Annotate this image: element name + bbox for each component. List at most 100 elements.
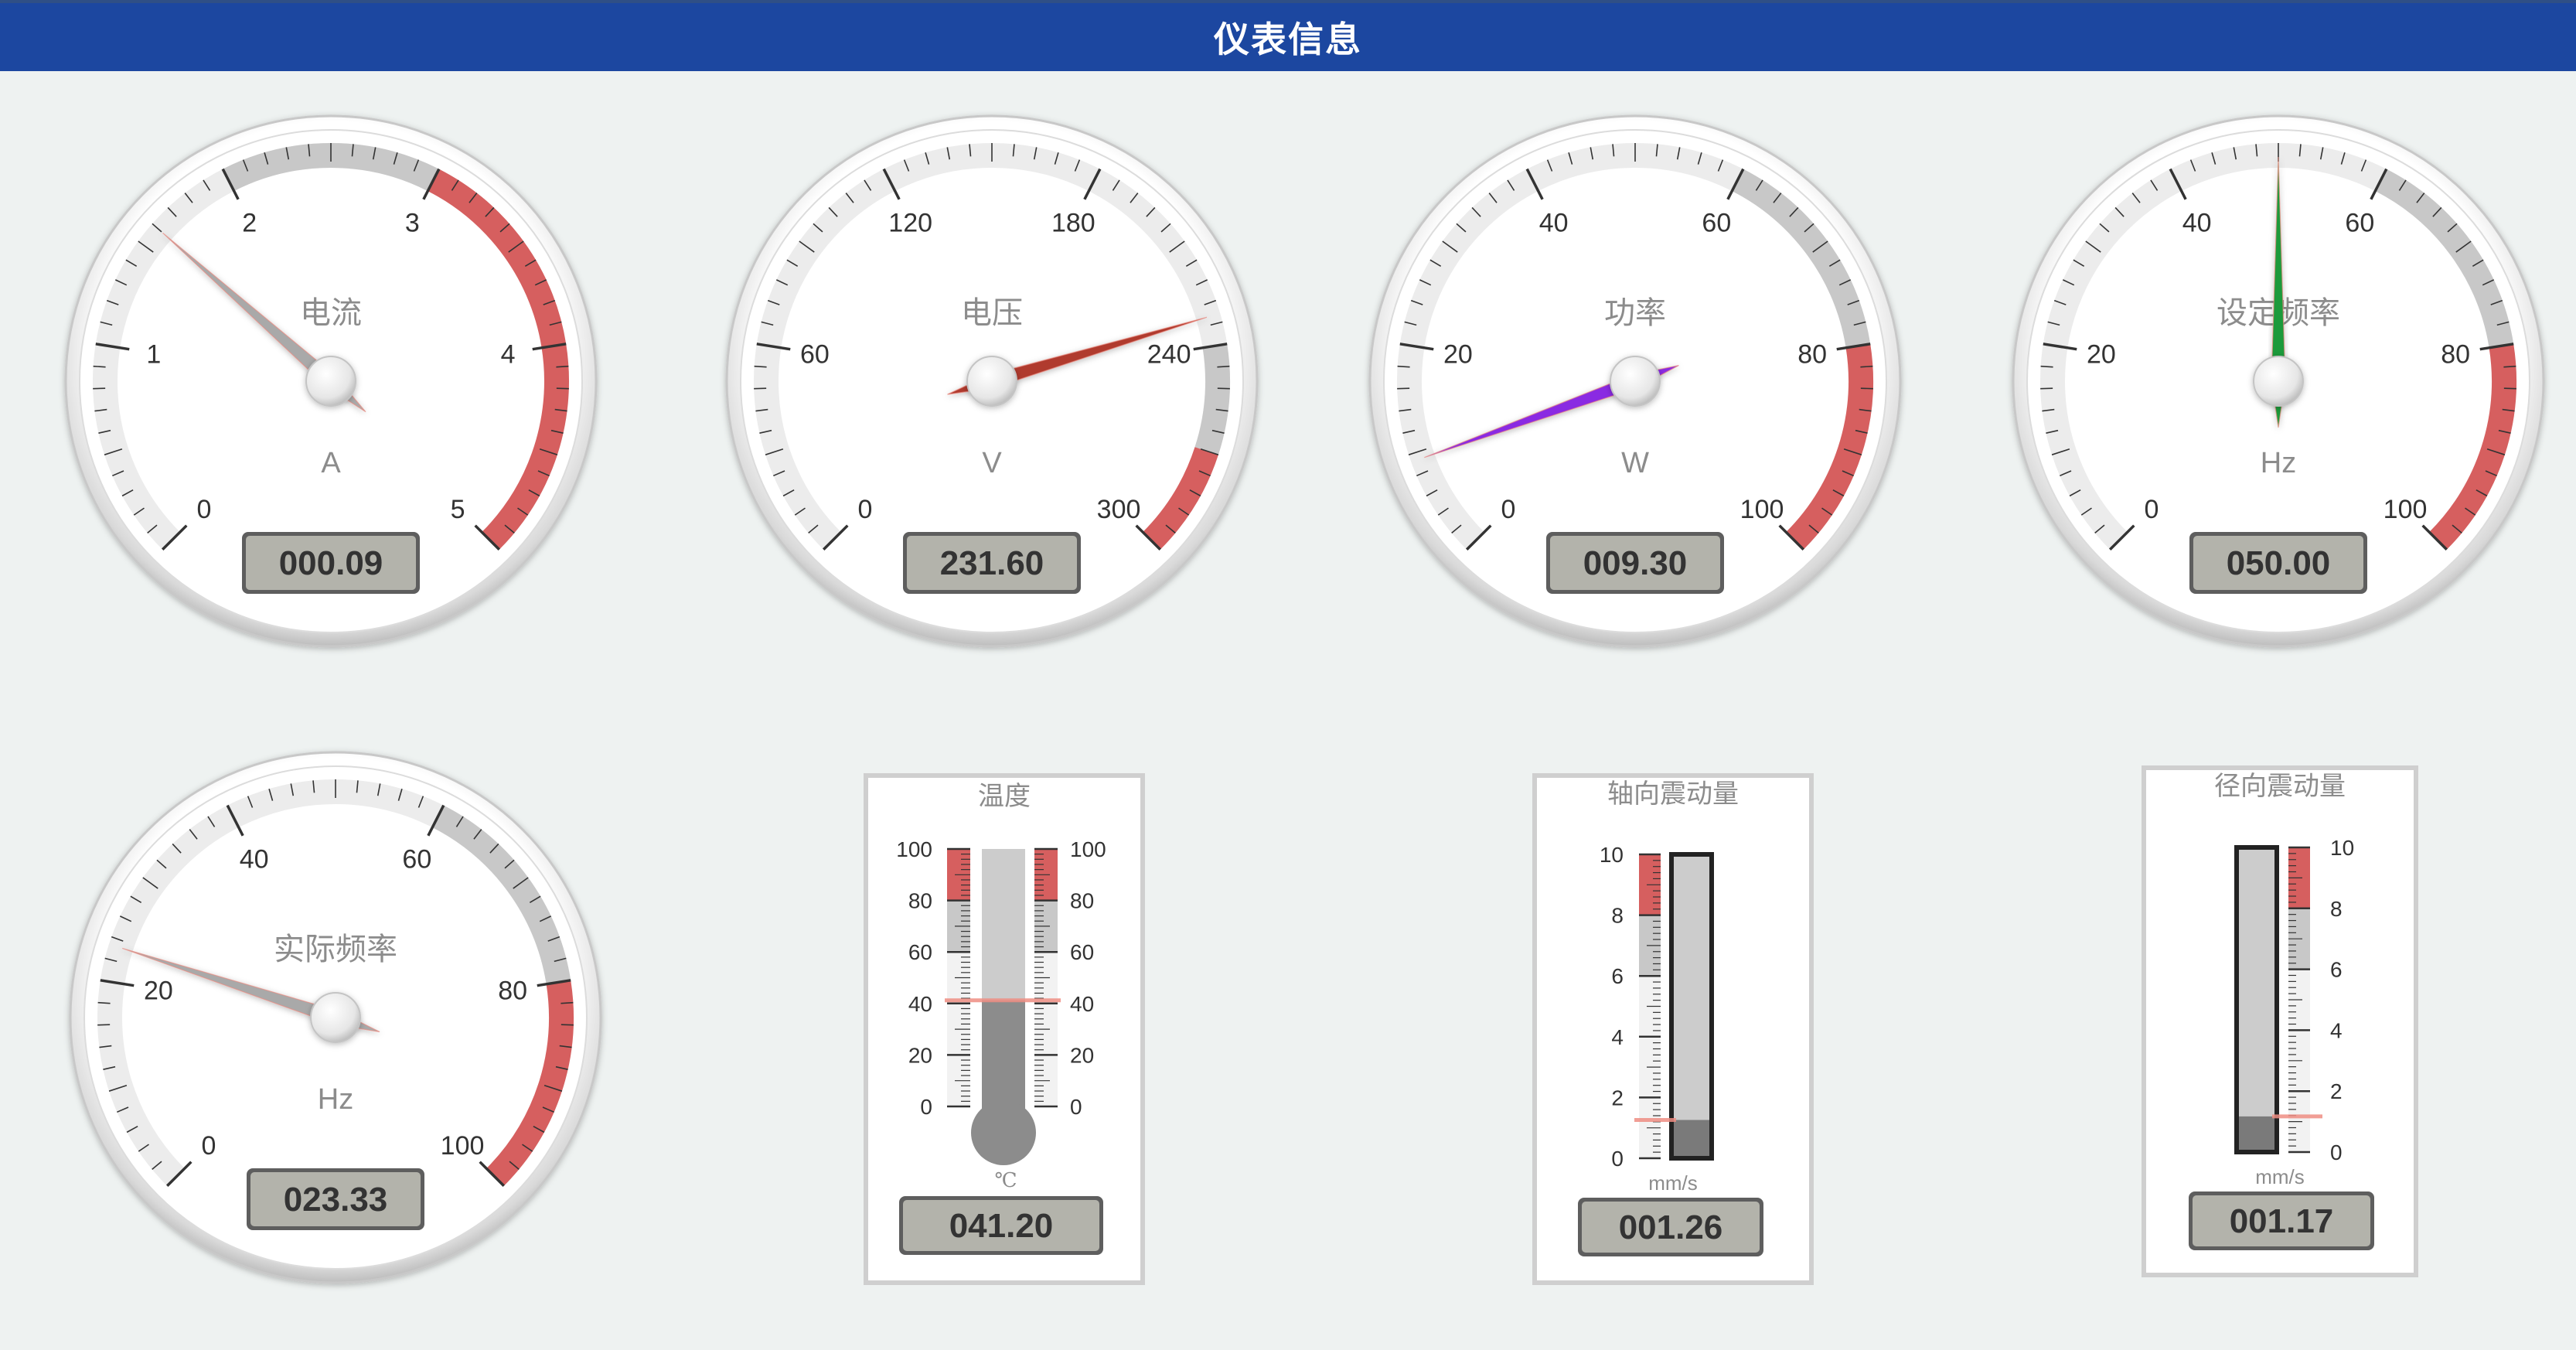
- minor-tick: [97, 1001, 111, 1004]
- gauge-unit: Hz: [2261, 447, 2296, 479]
- major-tick: [532, 343, 567, 351]
- minor-tick: [126, 1125, 138, 1134]
- tick-label: 80: [2441, 340, 2470, 370]
- minor-tick: [1198, 470, 1211, 477]
- minor-tick: [2114, 206, 2125, 217]
- minor-tick: [773, 470, 785, 477]
- minor-tick: [508, 240, 524, 253]
- tick-label: 20: [1443, 340, 1473, 370]
- minor-tick: [189, 829, 198, 840]
- minor-tick: [2472, 259, 2484, 268]
- minor-tick: [393, 152, 398, 165]
- minor-tick: [104, 957, 118, 963]
- linear-bar: [2234, 845, 2279, 1154]
- minor-tick: [2051, 448, 2070, 455]
- tick-label: 20: [2087, 340, 2116, 370]
- minor-tick: [1399, 408, 1412, 412]
- thermo-bulb: [971, 1100, 1036, 1165]
- minor-tick: [97, 1024, 111, 1026]
- gauge-band: [1194, 343, 1230, 455]
- minor-tick: [1178, 507, 1190, 516]
- gauge-unit: A: [321, 447, 341, 479]
- minor-tick: [2496, 321, 2510, 326]
- minor-tick: [93, 365, 106, 368]
- gauge-unit: Hz: [318, 1083, 353, 1116]
- minor-tick: [556, 387, 569, 390]
- tick-label: 100: [2383, 495, 2428, 524]
- minor-tick: [1397, 387, 1410, 390]
- tick-label: 40: [1539, 208, 1569, 237]
- minor-tick: [2053, 299, 2067, 305]
- minor-tick: [93, 387, 106, 390]
- minor-tick: [152, 223, 162, 233]
- needle-hub: [310, 992, 361, 1043]
- tick-label: 0: [857, 495, 872, 524]
- tick-label: 0: [201, 1131, 216, 1161]
- lcd-value: 041.20: [949, 1207, 1054, 1245]
- minor-tick: [2490, 299, 2503, 305]
- minor-tick: [1838, 279, 1852, 286]
- minor-tick: [152, 1161, 162, 1170]
- minor-tick: [203, 179, 211, 191]
- minor-tick: [524, 259, 537, 268]
- major-tick: [474, 524, 501, 551]
- minor-tick: [1215, 408, 1228, 412]
- minor-tick: [561, 1001, 574, 1004]
- minor-tick: [1612, 144, 1615, 157]
- minor-tick: [1676, 147, 1681, 160]
- minor-tick: [147, 524, 158, 534]
- minor-tick: [1847, 299, 1860, 305]
- minor-tick: [529, 895, 541, 904]
- gauge-unit: W: [1621, 447, 1649, 479]
- minor-tick: [184, 193, 193, 203]
- minor-tick: [808, 524, 819, 534]
- linear-gauge-title: 径向震动量: [2214, 771, 2346, 802]
- minor-tick: [2255, 144, 2258, 157]
- minor-tick: [549, 321, 562, 326]
- minor-tick: [1210, 321, 1223, 326]
- minor-tick: [556, 365, 569, 368]
- needle-hub: [1610, 356, 1661, 407]
- minor-tick: [1842, 470, 1854, 477]
- minor-tick: [108, 1085, 128, 1092]
- lcd-value: 009.30: [1583, 544, 1688, 582]
- minor-tick: [2340, 152, 2346, 165]
- minor-tick: [522, 1144, 533, 1152]
- minor-tick: [1804, 223, 1814, 233]
- linear-tick-label: 0: [1611, 1147, 1624, 1171]
- minor-tick: [1507, 179, 1515, 191]
- minor-tick: [2298, 144, 2302, 157]
- minor-tick: [528, 489, 540, 497]
- minor-tick: [539, 915, 552, 922]
- major-tick: [2479, 343, 2514, 351]
- minor-tick: [1808, 524, 1819, 534]
- minor-tick: [1821, 507, 1833, 516]
- minor-tick: [1408, 448, 1427, 455]
- minor-tick: [114, 279, 128, 286]
- needle-hub: [2253, 356, 2304, 407]
- minor-tick: [1054, 152, 1059, 165]
- tick-label: 0: [1501, 495, 1515, 524]
- gauge-readout: 023.33: [247, 1168, 424, 1230]
- page-header: 仪表信息: [0, 0, 2576, 71]
- minor-tick: [2080, 507, 2092, 516]
- minor-tick: [554, 408, 567, 412]
- thermo-tick-label: 0: [1070, 1095, 1082, 1119]
- minor-tick: [2046, 429, 2059, 434]
- linear-bar-fill: [1674, 1120, 1709, 1156]
- minor-tick: [1012, 144, 1015, 157]
- minor-tick: [2502, 408, 2515, 412]
- minor-tick: [2094, 524, 2105, 534]
- minor-tick: [100, 321, 113, 326]
- minor-tick: [903, 159, 910, 172]
- major-tick: [756, 343, 791, 351]
- minor-tick: [106, 299, 119, 305]
- linear-tick-label: 2: [1611, 1086, 1624, 1110]
- minor-tick: [1211, 429, 1225, 434]
- minor-tick: [554, 957, 567, 963]
- minor-tick: [845, 193, 854, 203]
- minor-tick: [2042, 408, 2055, 412]
- minor-tick: [351, 144, 354, 157]
- minor-tick: [264, 152, 269, 165]
